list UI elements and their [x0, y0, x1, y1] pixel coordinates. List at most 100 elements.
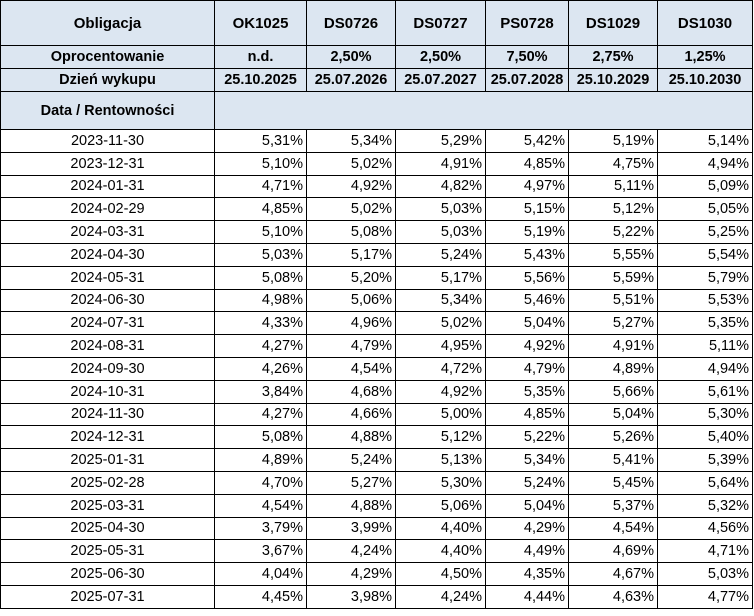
row-date: 2025-02-28: [0, 470, 215, 495]
table-row: 2024-06-30 4,98% 5,06% 5,34% 5,46% 5,51% 5,53%: [0, 288, 753, 313]
table-row: 2023-12-31 5,10% 5,02% 4,91% 4,85% 4,75% 4,94%: [0, 151, 753, 176]
maturity-date: 25.07.2028: [485, 68, 569, 92]
yield-cell: 5,09%: [657, 174, 753, 199]
yield-cell: 3,98%: [306, 584, 396, 609]
yield-cell: 4,85%: [214, 197, 307, 222]
row-date: 2024-02-29: [0, 197, 215, 222]
coupon-value: 2,75%: [568, 45, 658, 69]
yield-cell: 5,61%: [657, 379, 753, 404]
yield-cell: 5,19%: [485, 220, 569, 244]
yield-cell: 4,50%: [395, 562, 486, 586]
row-date: 2024-10-31: [0, 379, 215, 404]
row-date: 2024-04-30: [0, 242, 215, 267]
bond-name-DS0726: DS0726: [306, 0, 396, 46]
bond-name-PS0728: PS0728: [485, 0, 569, 46]
yield-cell: 5,31%: [214, 129, 307, 153]
yield-cell: 4,27%: [214, 334, 307, 358]
table-body: 2023-11-30 5,31% 5,34% 5,29% 5,42% 5,19% 5,14%…: [0, 129, 753, 609]
row-date: 2023-12-31: [0, 151, 215, 176]
yield-cell: 5,29%: [395, 129, 486, 153]
yield-cell: 5,24%: [395, 242, 486, 267]
table-row: 2023-11-30 5,31% 5,34% 5,29% 5,42% 5,19% 5,14%: [0, 129, 753, 153]
yield-cell: 5,06%: [306, 288, 396, 313]
yield-cell: 4,77%: [657, 584, 753, 609]
table-row: 2024-12-31 5,08% 4,88% 5,12% 5,22% 5,26% 5,40%: [0, 425, 753, 450]
row-date: 2023-11-30: [0, 129, 215, 153]
yield-cell: 4,85%: [485, 402, 569, 427]
row-date: 2025-03-31: [0, 493, 215, 518]
row-date: 2024-01-31: [0, 174, 215, 199]
yield-cell: 4,45%: [214, 584, 307, 609]
row-date: 2025-01-31: [0, 448, 215, 472]
yield-cell: 5,08%: [214, 265, 307, 290]
yield-cell: 4,92%: [485, 334, 569, 358]
yield-cell: 5,26%: [568, 425, 658, 450]
yield-cell: 5,35%: [485, 379, 569, 404]
row-date: 2024-06-30: [0, 288, 215, 313]
yield-cell: 5,42%: [485, 129, 569, 153]
yield-cell: 5,10%: [214, 220, 307, 244]
coupon-value: 7,50%: [485, 45, 569, 69]
yield-cell: 4,33%: [214, 311, 307, 336]
yield-cell: 4,04%: [214, 562, 307, 586]
yield-cell: 5,32%: [657, 493, 753, 518]
yield-cell: 5,12%: [395, 425, 486, 450]
yield-cell: 5,03%: [214, 242, 307, 267]
table-row: 2025-04-30 3,79% 3,99% 4,40% 4,29% 4,54% 4,56%: [0, 516, 753, 541]
maturity-label: Dzień wykupu: [0, 68, 215, 92]
yield-cell: 5,03%: [395, 220, 486, 244]
yield-cell: 4,35%: [485, 562, 569, 586]
row-date: 2024-09-30: [0, 356, 215, 381]
yield-cell: 4,92%: [395, 379, 486, 404]
yield-cell: 5,37%: [568, 493, 658, 518]
yield-cell: 5,51%: [568, 288, 658, 313]
header-blank-cell: [214, 91, 753, 130]
yield-cell: 5,41%: [568, 448, 658, 472]
yield-cell: 5,08%: [306, 220, 396, 244]
yield-cell: 5,17%: [306, 242, 396, 267]
yield-cell: 5,03%: [657, 562, 753, 586]
yield-cell: 5,79%: [657, 265, 753, 290]
table-row: 2024-09-30 4,26% 4,54% 4,72% 4,79% 4,89% 4,94%: [0, 356, 753, 381]
yield-cell: 5,13%: [395, 448, 486, 472]
yield-cell: 5,22%: [485, 425, 569, 450]
yield-cell: 5,00%: [395, 402, 486, 427]
yield-cell: 4,71%: [214, 174, 307, 199]
yield-cell: 5,03%: [395, 197, 486, 222]
yield-cell: 4,89%: [568, 356, 658, 381]
maturity-date: 25.10.2025: [214, 68, 307, 92]
yield-cell: 4,67%: [568, 562, 658, 586]
yield-cell: 4,96%: [306, 311, 396, 336]
table-row: 2025-03-31 4,54% 4,88% 5,06% 5,04% 5,37% 5,32%: [0, 493, 753, 518]
row-date: 2025-06-30: [0, 562, 215, 586]
table-row: 2024-04-30 5,03% 5,17% 5,24% 5,43% 5,55% 5,54%: [0, 242, 753, 267]
bond-name-DS0727: DS0727: [395, 0, 486, 46]
data-yield-label: Data / Rentowności: [0, 91, 215, 130]
table-row: 2025-06-30 4,04% 4,29% 4,50% 4,35% 4,67% 5,03%: [0, 562, 753, 586]
yield-cell: 5,39%: [657, 448, 753, 472]
table-row: 2025-02-28 4,70% 5,27% 5,30% 5,24% 5,45% 5,64%: [0, 470, 753, 495]
yield-cell: 5,35%: [657, 311, 753, 336]
table-row: 2024-08-31 4,27% 4,79% 4,95% 4,92% 4,91% 5,11%: [0, 334, 753, 358]
yield-cell: 5,34%: [306, 129, 396, 153]
yield-cell: 4,89%: [214, 448, 307, 472]
corner-label: Obligacja: [0, 0, 215, 46]
yield-cell: 4,94%: [657, 151, 753, 176]
yield-cell: 5,04%: [568, 402, 658, 427]
yield-cell: 4,75%: [568, 151, 658, 176]
yield-cell: 5,54%: [657, 242, 753, 267]
yield-cell: 4,85%: [485, 151, 569, 176]
yield-cell: 5,24%: [485, 470, 569, 495]
yield-cell: 3,84%: [214, 379, 307, 404]
header-row-coupon: Oprocentowanie n.d. 2,50% 2,50% 7,50% 2,…: [0, 45, 753, 69]
yield-cell: 4,44%: [485, 584, 569, 609]
table-row: 2024-01-31 4,71% 4,92% 4,82% 4,97% 5,11% 5,09%: [0, 174, 753, 199]
bond-name-DS1030: DS1030: [657, 0, 753, 46]
yield-cell: 5,27%: [568, 311, 658, 336]
yield-cell: 4,24%: [306, 539, 396, 564]
row-date: 2024-03-31: [0, 220, 215, 244]
yield-cell: 4,72%: [395, 356, 486, 381]
yield-cell: 4,24%: [395, 584, 486, 609]
yield-cell: 5,19%: [568, 129, 658, 153]
coupon-value: 2,50%: [395, 45, 486, 69]
